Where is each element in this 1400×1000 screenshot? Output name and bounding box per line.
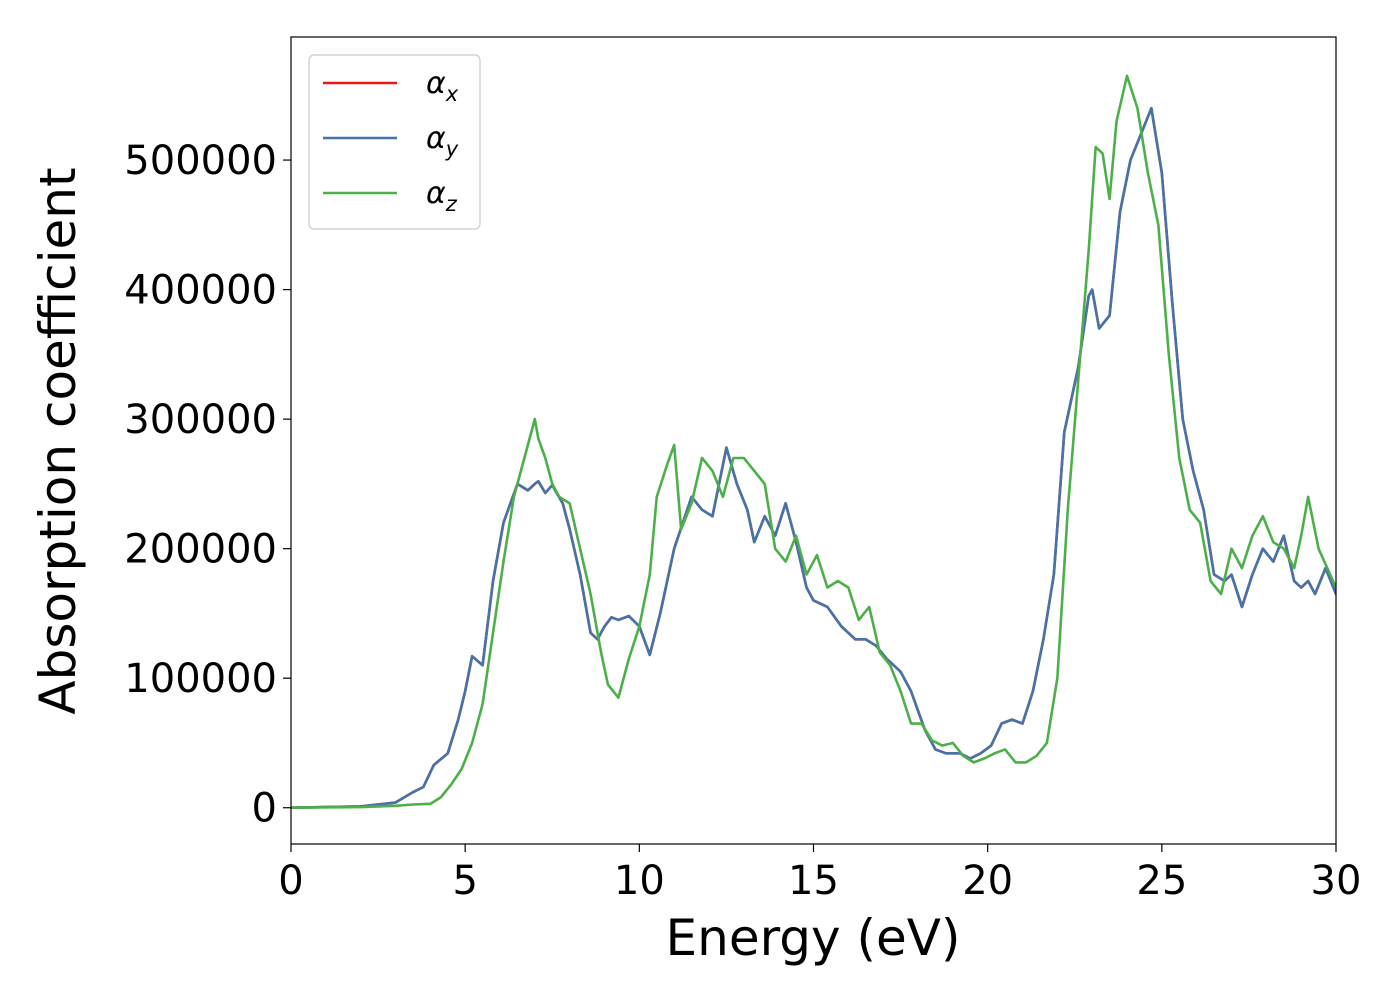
x-tick-label: 15 (788, 858, 839, 904)
series-line-y (291, 106, 1336, 810)
y-tick-label: 500000 (124, 138, 277, 184)
y-tick-label: 300000 (124, 397, 277, 443)
x-tick-label: 0 (278, 858, 303, 904)
legend-subscript: z (445, 192, 458, 216)
y-tick-label: 100000 (124, 656, 277, 702)
x-tick-label: 5 (452, 858, 477, 904)
legend-entry-y: αy (323, 121, 459, 161)
x-tick-label: 30 (1311, 858, 1362, 904)
y-axis-label: Absorption coefficient (29, 167, 87, 714)
x-tick-label: 20 (962, 858, 1013, 904)
legend-subscript: y (445, 137, 459, 161)
y-tick-label: 200000 (124, 527, 277, 573)
series-layer (291, 74, 1336, 810)
legend-subscript: x (445, 82, 459, 106)
x-tick-label: 10 (614, 858, 665, 904)
y-tick-label: 400000 (124, 268, 277, 314)
ticks-layer: 0 5 10 15 20 25 30 0 100000 200000 300000 400000 500… (124, 138, 1361, 904)
y-tick-label: 0 (252, 786, 277, 832)
legend-box (308, 54, 481, 230)
x-axis-label: Energy (eV) (666, 909, 961, 967)
plot-frame (290, 36, 1337, 845)
x-tick-label: 25 (1136, 858, 1187, 904)
series-line-z (291, 74, 1336, 810)
